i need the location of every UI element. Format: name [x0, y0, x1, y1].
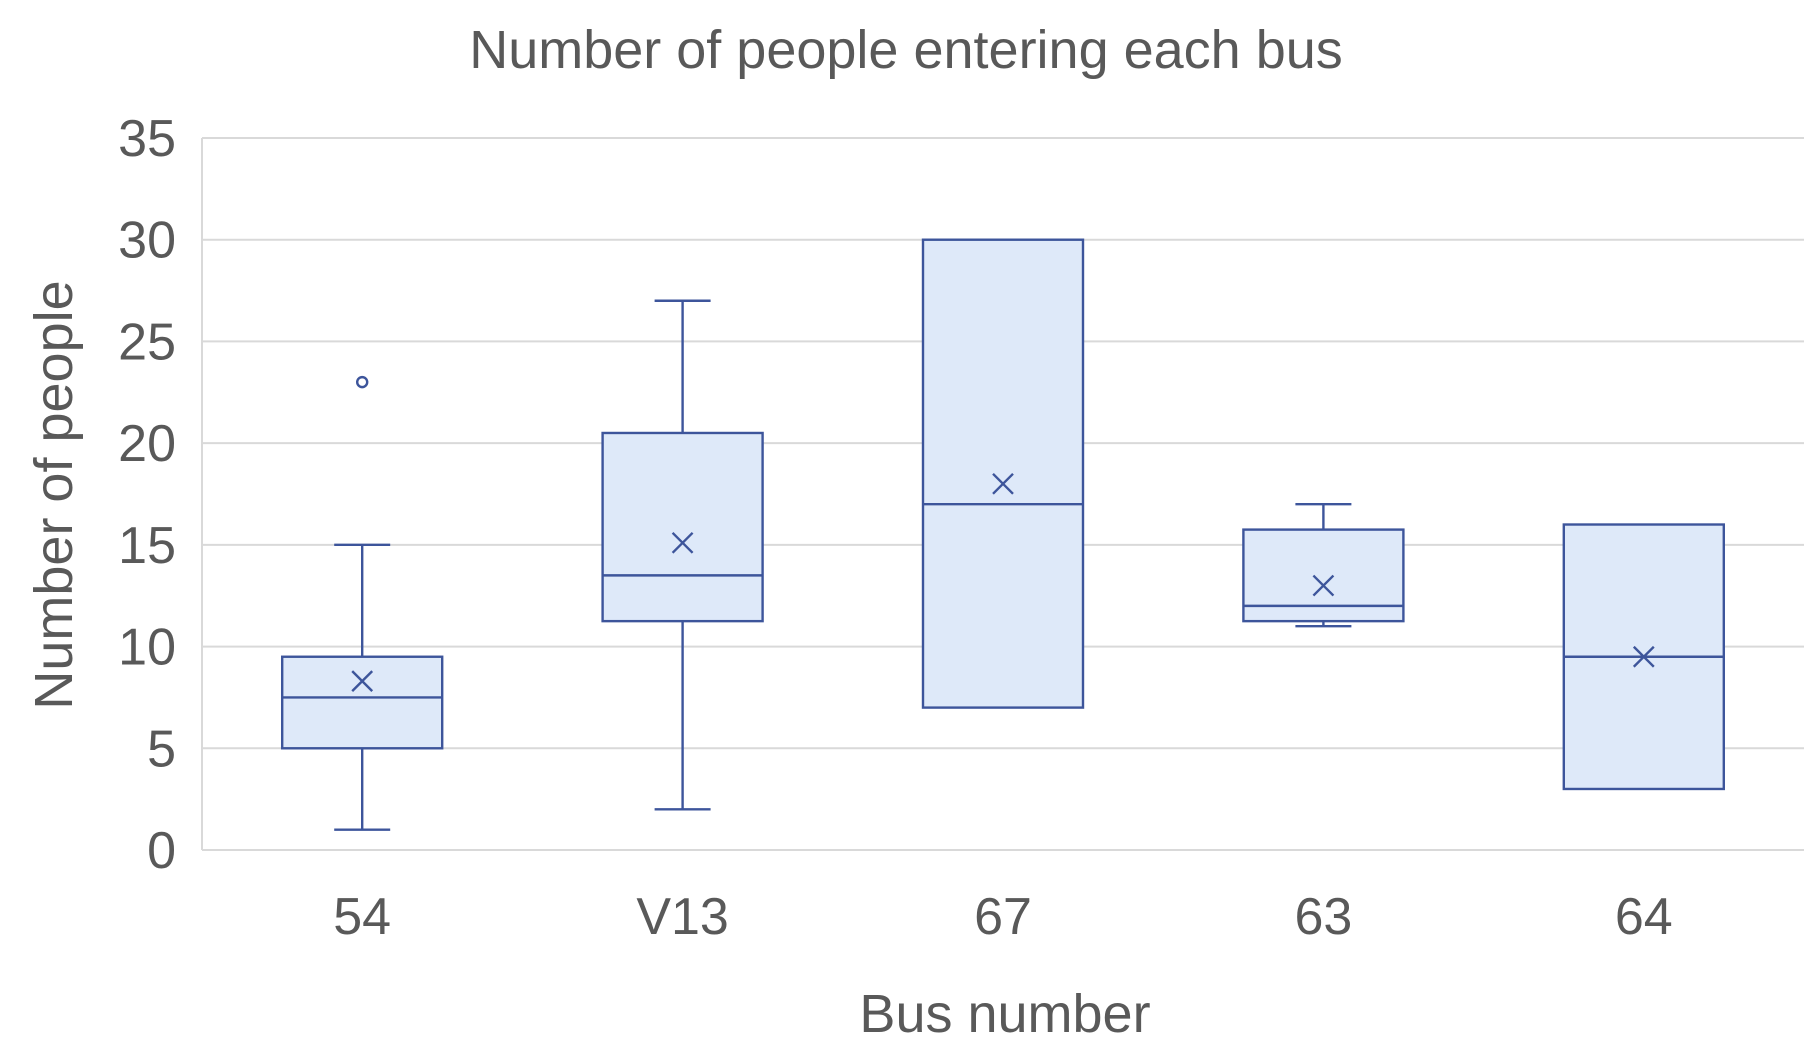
chart-title: Number of people entering each bus: [469, 20, 1343, 80]
box-54: [281, 375, 444, 831]
y-axis-title: Number of people: [24, 280, 84, 709]
y-tick-label: 25: [118, 313, 176, 371]
x-tick-label: 54: [333, 888, 391, 946]
box-iqr: [281, 655, 444, 750]
y-tick-label: 30: [118, 212, 176, 270]
y-tick-label: 5: [147, 720, 176, 778]
x-tick-label: 64: [1615, 888, 1673, 946]
mean-marker: [351, 670, 374, 693]
y-tick-label: 0: [147, 822, 176, 880]
y-tick-label: 20: [118, 415, 176, 473]
y-axis-ticks: 0 5 10 15 20 25 30 35: [118, 110, 176, 880]
x-tick-label: 63: [1294, 888, 1352, 946]
outlier-point: [356, 375, 369, 389]
mean-marker: [992, 472, 1014, 495]
mean-marker: [1632, 645, 1655, 668]
box-67: [921, 238, 1085, 709]
box-series: [281, 238, 1726, 831]
y-tick-label: 15: [118, 517, 176, 575]
box-iqr: [601, 431, 764, 623]
x-tick-label: V13: [636, 888, 729, 946]
box-iqr: [921, 238, 1085, 709]
x-axis-title: Bus number: [859, 984, 1150, 1044]
y-tick-label: 35: [118, 110, 176, 168]
x-tick-label: 67: [974, 888, 1032, 946]
box-V13: [601, 299, 764, 811]
box-iqr: [1242, 528, 1405, 623]
mean-marker: [1312, 574, 1335, 597]
mean-marker: [671, 531, 694, 554]
box-63: [1242, 502, 1405, 628]
x-axis-ticks: 54 V13 67 63 64: [333, 888, 1672, 946]
y-tick-label: 10: [118, 619, 176, 677]
box-64: [1562, 523, 1726, 791]
